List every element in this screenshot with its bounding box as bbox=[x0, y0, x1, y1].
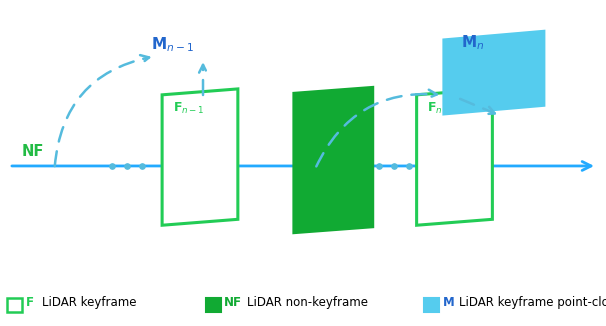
Text: $\mathbf{F}_{n}$: $\mathbf{F}_{n}$ bbox=[427, 100, 443, 116]
Text: $\mathbf{M}_{n}$: $\mathbf{M}_{n}$ bbox=[461, 34, 484, 52]
Text: $\mathbf{M}_{n-1}$: $\mathbf{M}_{n-1}$ bbox=[152, 35, 194, 54]
Text: M: M bbox=[442, 296, 454, 309]
Bar bbox=[206, 298, 221, 312]
Bar bbox=[424, 298, 439, 312]
Polygon shape bbox=[162, 89, 238, 225]
Text: NF: NF bbox=[21, 144, 44, 159]
Text: $\mathbf{F}_{n-1}$: $\mathbf{F}_{n-1}$ bbox=[173, 100, 204, 116]
Text: LiDAR keyframe point-cloud map: LiDAR keyframe point-cloud map bbox=[459, 296, 606, 309]
Polygon shape bbox=[294, 87, 373, 233]
Polygon shape bbox=[417, 89, 492, 225]
Polygon shape bbox=[442, 30, 545, 116]
Text: NF: NF bbox=[224, 296, 242, 309]
Text: F: F bbox=[25, 296, 33, 309]
Bar bbox=[7, 298, 22, 312]
Text: LiDAR non-keyframe: LiDAR non-keyframe bbox=[247, 296, 368, 309]
Text: LiDAR keyframe: LiDAR keyframe bbox=[42, 296, 137, 309]
